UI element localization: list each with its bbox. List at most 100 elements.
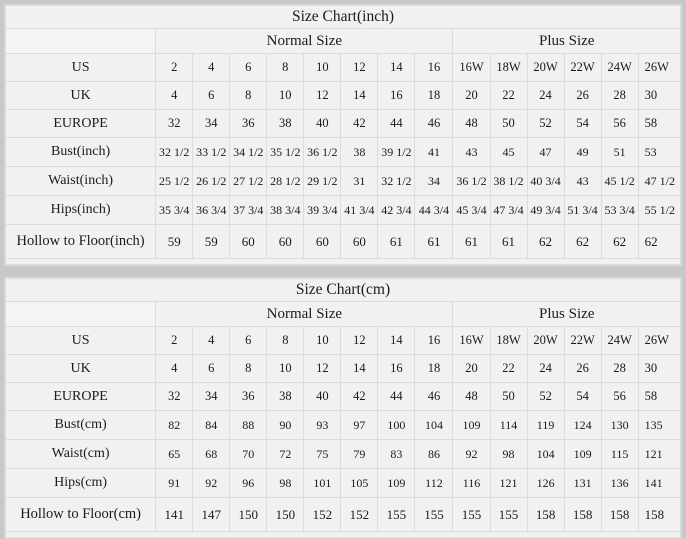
size-chart-inch-table: Size Chart(inch) Normal Size Plus Size US 2 4… <box>4 5 682 265</box>
table-cell: 4 <box>155 81 194 110</box>
table-cell: 16 <box>414 53 454 82</box>
table-cell: 45 3/4 <box>452 195 491 225</box>
table-cell: 60 <box>340 224 379 259</box>
table-cell: 12 <box>303 81 342 110</box>
table-cell: 41 <box>414 137 454 167</box>
table-cell: 56 <box>600 109 639 138</box>
row-label: Waist(inch) <box>4 166 157 196</box>
chart-title-row: Size Chart(cm) <box>5 278 681 302</box>
table-cell: 109 <box>377 468 416 498</box>
table-cell: 155 <box>489 497 528 532</box>
table-cell: 50 <box>489 382 528 411</box>
table-cell: 46 <box>414 382 454 411</box>
table-row: Waist(cm) 65 68 70 72 75 79 83 86 92 98 104 109 115 12… <box>4 439 682 469</box>
table-row: US 2 4 6 8 10 12 14 16 16W 18W 20W 22W 24W 26W <box>4 326 682 355</box>
table-cell: 34 <box>414 166 454 196</box>
table-cell: 26W <box>637 53 682 82</box>
table-cell: 44 3/4 <box>414 195 454 225</box>
row-label: UK <box>4 81 157 110</box>
table-cell: 91 <box>155 468 194 498</box>
table-cell: 130 <box>600 410 639 440</box>
table-cell: 158 <box>563 497 602 532</box>
table-cell: 44 <box>377 382 416 411</box>
table-cell: 40 3/4 <box>526 166 565 196</box>
size-chart-cm-table: Size Chart(cm) Normal Size Plus Size US 2 4 6 8… <box>4 278 682 538</box>
table-cell: 20 <box>452 81 491 110</box>
table-cell: 109 <box>563 439 602 469</box>
table-cell: 10 <box>266 354 305 383</box>
table-cell: 92 <box>192 468 231 498</box>
table-cell: 30 <box>637 81 682 110</box>
table-cell: 119 <box>526 410 565 440</box>
chart-group-header-row: Normal Size Plus Size <box>4 28 681 54</box>
table-cell: 22 <box>489 354 528 383</box>
table-cell: 53 <box>637 137 682 167</box>
table-cell: 28 1/2 <box>266 166 305 196</box>
table-cell: 58 <box>637 109 682 138</box>
table-cell: 75 <box>303 439 342 469</box>
table-cell: 100 <box>377 410 416 440</box>
table-cell: 126 <box>526 468 565 498</box>
table-cell: 90 <box>266 410 305 440</box>
table-cell: 86 <box>414 439 454 469</box>
table-cell: 72 <box>266 439 305 469</box>
table-cell: 2 <box>155 53 194 82</box>
table-cell: 158 <box>526 497 565 532</box>
row-label: US <box>4 326 157 355</box>
table-cell: 24W <box>600 326 639 355</box>
table-cell: 38 <box>266 109 305 138</box>
size-chart-cm-body: Size Chart(cm) Normal Size Plus Size US 2 4 6 8… <box>4 278 682 538</box>
table-cell: 60 <box>266 224 305 259</box>
table-cell: 98 <box>266 468 305 498</box>
table-cell: 6 <box>192 81 231 110</box>
table-cell: 22W <box>563 326 602 355</box>
table-cell: 92 <box>452 439 491 469</box>
table-cell: 51 <box>600 137 639 167</box>
table-cell: 18W <box>489 53 528 82</box>
table-cell: 40 <box>303 109 342 138</box>
table-cell: 121 <box>637 439 682 469</box>
row-label: Hollow to Floor(inch) <box>4 224 157 259</box>
table-cell: 36 <box>229 382 268 411</box>
table-cell: 4 <box>192 326 231 355</box>
table-row: UK 4 6 8 10 12 14 16 18 20 22 24 26 28 30 <box>4 81 682 110</box>
table-cell: 34 1/2 <box>229 137 268 167</box>
table-cell: 105 <box>340 468 379 498</box>
table-cell: 98 <box>489 439 528 469</box>
table-cell: 43 <box>452 137 491 167</box>
table-cell: 18W <box>489 326 528 355</box>
row-label: Bust(inch) <box>4 137 157 167</box>
table-cell: 12 <box>340 326 379 355</box>
table-cell: 61 <box>414 224 454 259</box>
table-cell: 109 <box>452 410 491 440</box>
table-cell: 136 <box>600 468 639 498</box>
table-cell: 8 <box>266 53 305 82</box>
corner-cell <box>4 28 157 54</box>
table-cell: 16W <box>452 53 491 82</box>
row-label: Hips(inch) <box>4 195 157 225</box>
size-chart-inch-block: Size Chart(inch) Normal Size Plus Size US 2 4… <box>4 4 682 266</box>
table-row: Bust(cm) 82 84 88 90 93 97 100 104 109 114 119 124 13… <box>4 410 682 440</box>
table-cell: 96 <box>229 468 268 498</box>
table-cell: 155 <box>414 497 454 532</box>
table-cell: 14 <box>340 354 379 383</box>
table-cell: 83 <box>377 439 416 469</box>
table-cell: 26 1/2 <box>192 166 231 196</box>
table-cell: 104 <box>414 410 454 440</box>
table-cell: 8 <box>266 326 305 355</box>
chart-title-row: Size Chart(inch) <box>5 5 681 29</box>
row-label: Bust(cm) <box>4 410 157 440</box>
table-cell: 59 <box>155 224 194 259</box>
chart-title: Size Chart(cm) <box>5 278 681 302</box>
table-cell: 114 <box>489 410 528 440</box>
table-cell: 27 1/2 <box>229 166 268 196</box>
table-cell: 8 <box>229 354 268 383</box>
table-bottom-spacer <box>5 258 681 265</box>
table-cell: 28 <box>600 354 639 383</box>
table-cell: 115 <box>600 439 639 469</box>
table-cell: 101 <box>303 468 342 498</box>
table-cell: 55 1/2 <box>637 195 682 225</box>
table-cell: 48 <box>452 382 491 411</box>
table-cell: 112 <box>414 468 454 498</box>
table-row: Hollow to Floor(inch) 59 59 60 60 60 60 61 61 61 6… <box>4 224 682 259</box>
